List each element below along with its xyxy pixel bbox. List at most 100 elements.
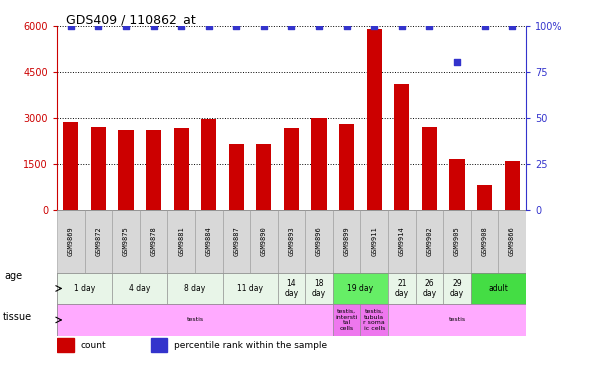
Text: GDS409 / 110862_at: GDS409 / 110862_at bbox=[67, 12, 196, 26]
Bar bbox=[63, 122, 79, 210]
Bar bbox=[112, 273, 168, 304]
Text: GSM9866: GSM9866 bbox=[509, 226, 515, 256]
Bar bbox=[471, 210, 498, 273]
Text: GSM9902: GSM9902 bbox=[426, 226, 432, 256]
Bar bbox=[415, 210, 443, 273]
Bar bbox=[284, 128, 299, 210]
Bar bbox=[250, 210, 278, 273]
Text: testis,
tubula
r soma
ic cells: testis, tubula r soma ic cells bbox=[364, 309, 385, 331]
Bar bbox=[339, 124, 354, 210]
Bar bbox=[333, 210, 361, 273]
Point bbox=[397, 23, 407, 29]
Point bbox=[370, 23, 379, 29]
Bar bbox=[361, 304, 388, 336]
Bar bbox=[471, 273, 526, 304]
Bar bbox=[422, 127, 437, 210]
Bar bbox=[333, 304, 361, 336]
Bar bbox=[443, 273, 471, 304]
Point bbox=[480, 23, 489, 29]
Text: GSM9893: GSM9893 bbox=[288, 226, 294, 256]
Point bbox=[259, 23, 269, 29]
Text: GSM9875: GSM9875 bbox=[123, 226, 129, 256]
Text: 21
day: 21 day bbox=[395, 279, 409, 298]
Bar bbox=[168, 210, 195, 273]
Bar bbox=[174, 128, 189, 210]
Point bbox=[424, 23, 434, 29]
Text: GSM9911: GSM9911 bbox=[371, 226, 377, 256]
Bar bbox=[388, 210, 415, 273]
Bar bbox=[415, 273, 443, 304]
Bar bbox=[450, 159, 465, 210]
Point bbox=[287, 23, 296, 29]
Text: GSM9887: GSM9887 bbox=[233, 226, 239, 256]
Text: tissue: tissue bbox=[2, 311, 31, 322]
Text: GSM9881: GSM9881 bbox=[178, 226, 184, 256]
Bar bbox=[201, 119, 216, 210]
Text: 19 day: 19 day bbox=[347, 284, 373, 293]
Text: GSM9890: GSM9890 bbox=[261, 226, 267, 256]
Point bbox=[342, 23, 352, 29]
Bar bbox=[305, 273, 333, 304]
Bar bbox=[388, 304, 526, 336]
Bar bbox=[146, 130, 161, 210]
Bar bbox=[195, 210, 222, 273]
Bar bbox=[57, 304, 333, 336]
Bar bbox=[222, 273, 278, 304]
Bar bbox=[477, 185, 492, 210]
Text: percentile rank within the sample: percentile rank within the sample bbox=[174, 340, 328, 350]
Bar bbox=[118, 130, 133, 210]
Text: 8 day: 8 day bbox=[185, 284, 206, 293]
Text: 18
day: 18 day bbox=[312, 279, 326, 298]
Bar bbox=[311, 118, 327, 210]
Bar bbox=[229, 144, 244, 210]
Text: GSM9896: GSM9896 bbox=[316, 226, 322, 256]
Text: 11 day: 11 day bbox=[237, 284, 263, 293]
Point bbox=[507, 23, 517, 29]
Bar bbox=[367, 29, 382, 210]
Bar bbox=[112, 210, 140, 273]
Point bbox=[314, 23, 324, 29]
Bar bbox=[91, 127, 106, 210]
Text: GSM9884: GSM9884 bbox=[206, 226, 212, 256]
Bar bbox=[57, 210, 85, 273]
Bar bbox=[504, 161, 520, 210]
Bar bbox=[257, 144, 272, 210]
Text: testis,
intersti
tal
cells: testis, intersti tal cells bbox=[335, 309, 358, 331]
Text: count: count bbox=[81, 340, 106, 350]
Text: 26
day: 26 day bbox=[423, 279, 436, 298]
Text: GSM9908: GSM9908 bbox=[481, 226, 487, 256]
Bar bbox=[443, 210, 471, 273]
Bar bbox=[388, 273, 415, 304]
Point bbox=[176, 23, 186, 29]
Bar bbox=[498, 210, 526, 273]
Bar bbox=[305, 210, 333, 273]
Bar bbox=[222, 210, 250, 273]
Bar bbox=[57, 338, 73, 352]
Text: GSM9872: GSM9872 bbox=[96, 226, 102, 256]
Bar bbox=[361, 210, 388, 273]
Point bbox=[66, 23, 76, 29]
Text: GSM9878: GSM9878 bbox=[151, 226, 157, 256]
Text: 4 day: 4 day bbox=[129, 284, 150, 293]
Text: GSM9914: GSM9914 bbox=[399, 226, 405, 256]
Text: adult: adult bbox=[489, 284, 508, 293]
Text: GSM9869: GSM9869 bbox=[68, 226, 74, 256]
Point bbox=[121, 23, 131, 29]
Bar bbox=[140, 210, 168, 273]
Text: GSM9905: GSM9905 bbox=[454, 226, 460, 256]
Text: testis: testis bbox=[186, 317, 204, 322]
Bar bbox=[278, 210, 305, 273]
Text: age: age bbox=[5, 271, 23, 281]
Text: 29
day: 29 day bbox=[450, 279, 464, 298]
Bar bbox=[85, 210, 112, 273]
Point bbox=[94, 23, 103, 29]
Bar bbox=[151, 338, 167, 352]
Text: 1 day: 1 day bbox=[74, 284, 96, 293]
Bar bbox=[394, 84, 409, 210]
Bar bbox=[333, 273, 388, 304]
Point bbox=[149, 23, 159, 29]
Text: testis: testis bbox=[448, 317, 466, 322]
Bar bbox=[57, 273, 112, 304]
Point bbox=[231, 23, 241, 29]
Text: 14
day: 14 day bbox=[284, 279, 299, 298]
